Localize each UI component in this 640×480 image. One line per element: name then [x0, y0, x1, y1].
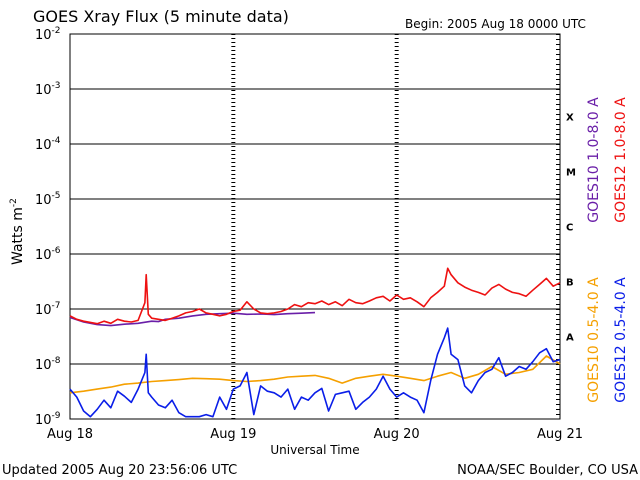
- series-line: [69, 267, 561, 325]
- series-line: [69, 311, 316, 327]
- series-line: [69, 355, 561, 394]
- legend-entry: GOES12 1.0-8.0 A: [613, 97, 629, 223]
- begin-label: Begin: 2005 Aug 18 0000 UTC: [405, 17, 586, 31]
- flare-class-label: X: [566, 113, 574, 124]
- y-axis-label: Watts m-2: [9, 198, 26, 265]
- chart-title: GOES Xray Flux (5 minute data): [33, 7, 289, 26]
- legend-short-wavelength: GOES10 0.5-4.0 A GOES12 0.5-4.0 A: [586, 277, 629, 403]
- y-tick-label: 10-4: [35, 136, 61, 153]
- y-tick-labels: 10-2 10-3 10-4 10-5 10-6 10-7 10-8 10-9: [35, 26, 61, 428]
- day-divider-ticks: [231, 34, 560, 419]
- footer-updated: Updated 2005 Aug 20 23:56:06 UTC: [2, 463, 237, 478]
- flare-class-labels: X M C B A: [566, 113, 576, 344]
- y-tick-label: 10-5: [35, 191, 61, 208]
- series-line: [69, 327, 561, 418]
- y-tick-label: 10-9: [35, 411, 61, 428]
- legend-entry: GOES12 0.5-4.0 A: [613, 277, 629, 403]
- y-tick-label: 10-6: [35, 246, 61, 263]
- y-tick-label: 10-2: [35, 26, 61, 43]
- legend-entry: GOES10 0.5-4.0 A: [586, 277, 602, 403]
- x-tick-label: Aug 21: [537, 427, 583, 442]
- plot-area: [69, 33, 561, 420]
- x-tick-labels: Aug 18 Aug 19 Aug 20 Aug 21: [47, 427, 583, 442]
- decade-grid-lines: [70, 33, 560, 420]
- y-tick-label: 10-3: [35, 81, 61, 98]
- flare-class-label: B: [566, 278, 574, 289]
- legend-long-wavelength: GOES10 1.0-8.0 A GOES12 1.0-8.0 A: [586, 97, 629, 223]
- x-axis-label: Universal Time: [270, 443, 359, 457]
- flare-class-label: M: [566, 168, 576, 179]
- flare-class-label: C: [566, 223, 573, 234]
- series-layer: [69, 267, 561, 418]
- x-tick-label: Aug 20: [374, 427, 420, 442]
- y-tick-label: 10-7: [35, 301, 61, 318]
- flare-class-label: A: [566, 333, 574, 344]
- x-tick-label: Aug 18: [47, 427, 93, 442]
- y-tick-label: 10-8: [35, 356, 61, 373]
- footer-credit: NOAA/SEC Boulder, CO USA: [457, 463, 638, 478]
- legend-entry: GOES10 1.0-8.0 A: [586, 97, 602, 223]
- x-tick-label: Aug 19: [210, 427, 256, 442]
